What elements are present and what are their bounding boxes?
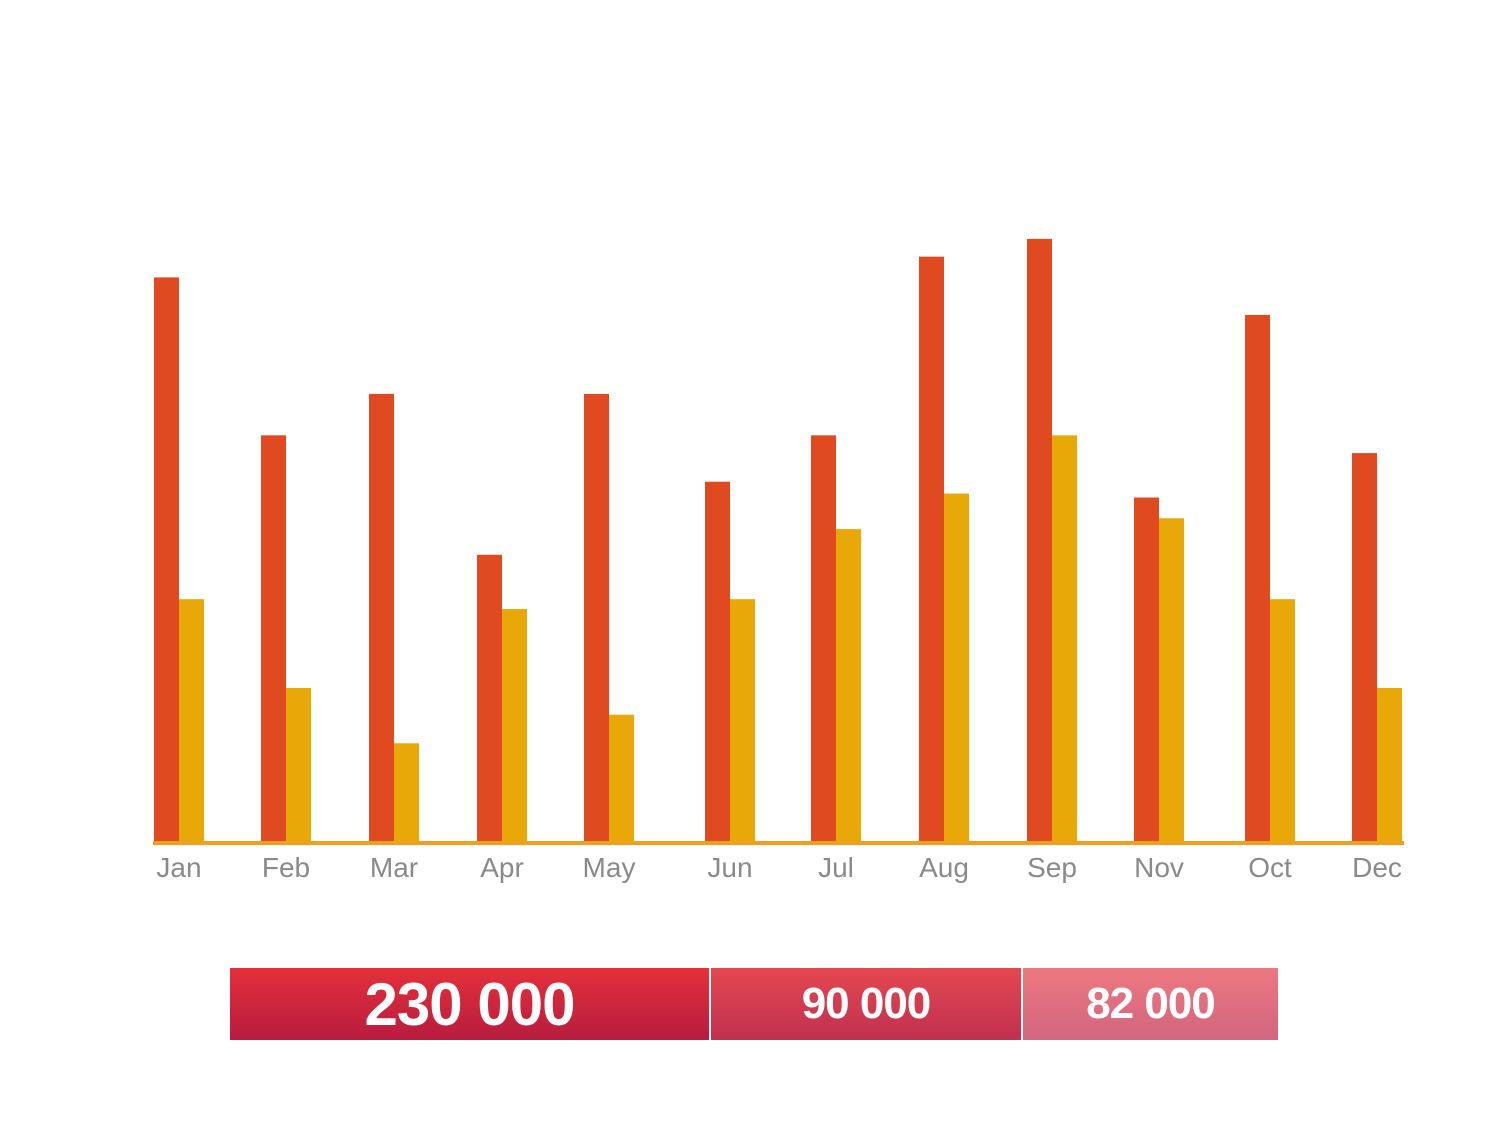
x-tick-label-jun: Jun [707,852,752,883]
x-tick-label-dec: Dec [1352,852,1402,883]
bar-sep-series-2 [1052,435,1077,843]
bar-aug-series-2 [944,493,969,843]
x-tick-label-nov: Nov [1134,852,1184,883]
x-tick-label-may: May [583,852,636,883]
bar-sep-series-1 [1027,238,1052,843]
x-tick-label-jan: Jan [156,852,201,883]
x-tick-label-apr: Apr [480,852,524,883]
x-tick-label-sep: Sep [1027,852,1077,883]
x-tick-label-jul: Jul [818,852,854,883]
bars-layer [154,238,1402,844]
bar-aug-series-1 [919,256,944,843]
x-tick-label-mar: Mar [370,852,418,883]
x-tick-label-oct: Oct [1248,852,1292,883]
bar-nov-series-1 [1134,497,1159,843]
bar-feb-series-1 [261,435,286,843]
total-segment-1: 230 000 [230,968,711,1040]
x-tick-label-aug: Aug [919,852,969,883]
total-segment-3: 82 000 [1023,968,1278,1040]
bar-jun-series-2 [730,599,755,843]
totals-bar: 230 000 90 000 82 000 [230,968,1278,1040]
bar-apr-series-2 [502,609,527,843]
bar-dec-series-1 [1352,453,1377,843]
x-tick-label-feb: Feb [262,852,310,883]
bar-nov-series-2 [1159,518,1184,843]
bar-oct-series-2 [1270,599,1295,843]
bar-may-series-1 [584,393,609,843]
bar-jan-series-1 [154,277,179,843]
bar-mar-series-2 [394,743,419,843]
bar-oct-series-1 [1245,314,1270,844]
bar-feb-series-2 [286,688,311,843]
bar-jun-series-1 [705,481,730,843]
total-segment-2: 90 000 [711,968,1023,1040]
bar-jan-series-2 [179,599,204,843]
bar-jul-series-1 [811,435,836,843]
bar-apr-series-1 [477,554,502,843]
bar-jul-series-2 [836,529,861,843]
bar-mar-series-1 [369,393,394,843]
bar-may-series-2 [609,714,634,843]
x-axis-tick-labels: Jan Feb Mar Apr May Jun Jul Aug Sep Nov Oct Dec [156,852,1401,883]
bar-dec-series-2 [1377,688,1402,843]
